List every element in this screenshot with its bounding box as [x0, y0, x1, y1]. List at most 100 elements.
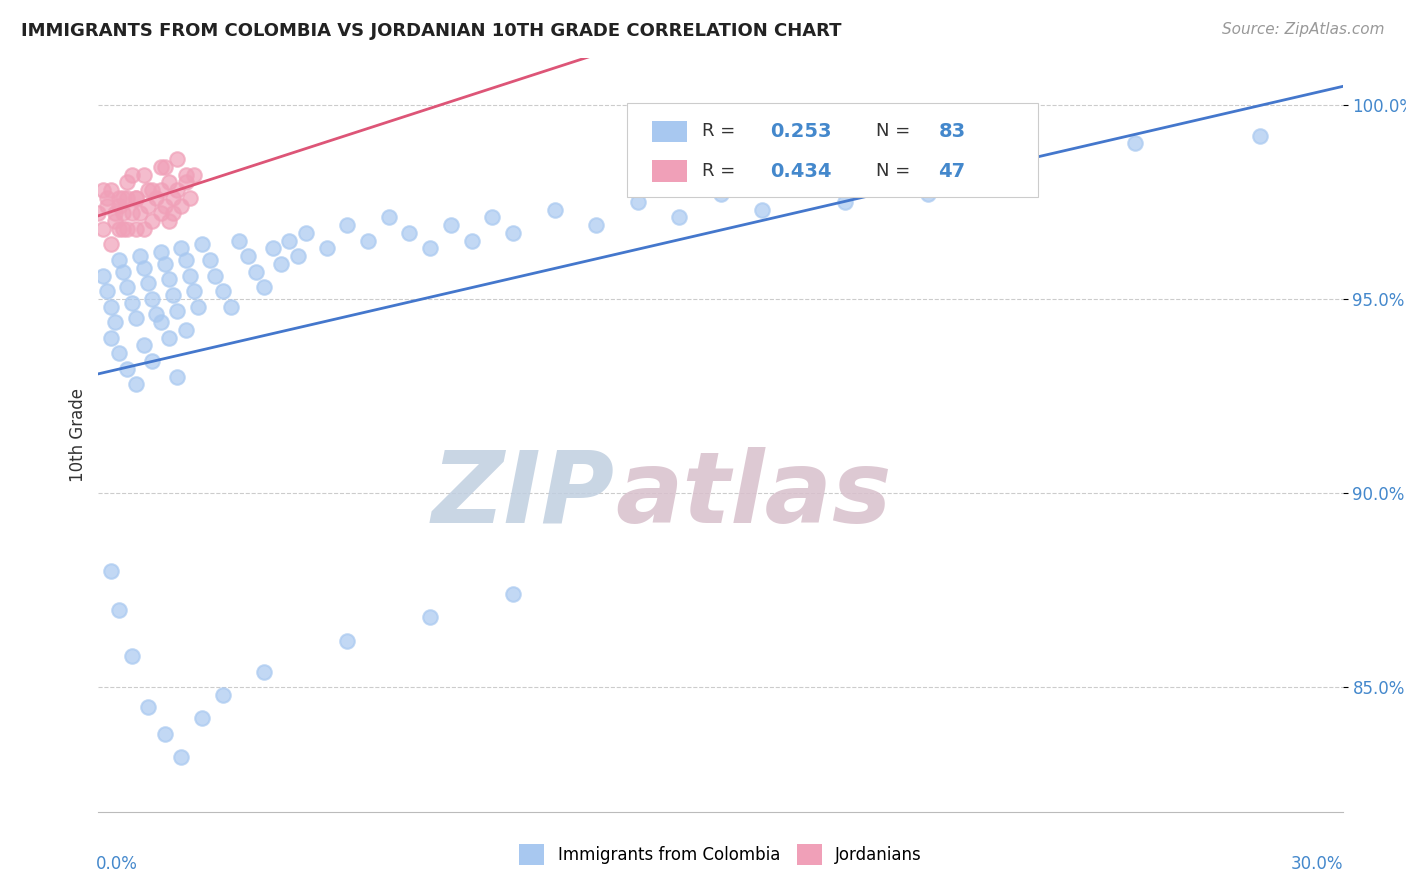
- Point: [121, 168, 143, 182]
- Point: [112, 206, 135, 220]
- Point: [121, 206, 143, 220]
- Point: [149, 315, 172, 329]
- Point: [100, 300, 122, 314]
- Point: [157, 272, 180, 286]
- Point: [100, 331, 122, 345]
- Text: N =: N =: [876, 122, 917, 140]
- Point: [166, 369, 188, 384]
- Point: [136, 277, 159, 291]
- Point: [157, 331, 180, 345]
- Point: [121, 295, 143, 310]
- Point: [157, 214, 180, 228]
- Point: [125, 191, 148, 205]
- Point: [108, 199, 131, 213]
- Point: [112, 191, 135, 205]
- Point: [170, 750, 193, 764]
- Point: [668, 211, 690, 225]
- Point: [96, 191, 118, 205]
- Point: [183, 168, 205, 182]
- Point: [187, 300, 209, 314]
- Point: [1249, 128, 1271, 143]
- Point: [751, 202, 773, 217]
- Bar: [652, 161, 688, 182]
- Point: [108, 252, 131, 267]
- Text: IMMIGRANTS FROM COLOMBIA VS JORDANIAN 10TH GRADE CORRELATION CHART: IMMIGRANTS FROM COLOMBIA VS JORDANIAN 10…: [21, 22, 842, 40]
- Point: [166, 303, 188, 318]
- Point: [179, 268, 201, 283]
- Text: N =: N =: [876, 162, 917, 180]
- Point: [419, 610, 441, 624]
- Point: [129, 249, 152, 263]
- Point: [1000, 163, 1022, 178]
- Point: [108, 346, 131, 360]
- Point: [336, 633, 359, 648]
- Point: [183, 284, 205, 298]
- Point: [174, 252, 197, 267]
- Text: R =: R =: [702, 162, 741, 180]
- Point: [174, 175, 197, 189]
- Point: [104, 214, 127, 228]
- Legend: Immigrants from Colombia, Jordanians: Immigrants from Colombia, Jordanians: [513, 838, 928, 871]
- Point: [112, 265, 135, 279]
- Point: [219, 300, 242, 314]
- Point: [543, 202, 565, 217]
- Point: [132, 222, 155, 236]
- Point: [149, 160, 172, 174]
- Point: [96, 199, 118, 213]
- Point: [162, 206, 184, 220]
- Point: [91, 222, 114, 236]
- Point: [125, 377, 148, 392]
- Text: 0.253: 0.253: [770, 121, 832, 141]
- Text: Source: ZipAtlas.com: Source: ZipAtlas.com: [1222, 22, 1385, 37]
- Point: [262, 241, 284, 255]
- Point: [125, 222, 148, 236]
- FancyBboxPatch shape: [627, 103, 1038, 197]
- Point: [166, 183, 188, 197]
- Point: [100, 183, 122, 197]
- Point: [117, 361, 139, 376]
- Point: [278, 234, 301, 248]
- Text: 30.0%: 30.0%: [1291, 855, 1343, 872]
- Point: [710, 186, 733, 201]
- Text: atlas: atlas: [614, 447, 891, 543]
- Point: [136, 183, 159, 197]
- Point: [117, 191, 139, 205]
- Point: [336, 218, 359, 232]
- Point: [100, 237, 122, 252]
- Point: [170, 199, 193, 213]
- Point: [502, 587, 524, 601]
- Bar: [652, 120, 688, 142]
- Point: [398, 226, 420, 240]
- Point: [117, 222, 139, 236]
- Point: [204, 268, 226, 283]
- Point: [460, 234, 484, 248]
- Point: [253, 280, 276, 294]
- Point: [153, 727, 176, 741]
- Point: [1125, 136, 1147, 151]
- Point: [245, 265, 267, 279]
- Point: [228, 234, 250, 248]
- Text: R =: R =: [702, 122, 741, 140]
- Point: [502, 226, 524, 240]
- Point: [141, 214, 163, 228]
- Point: [129, 206, 152, 220]
- Point: [627, 194, 650, 209]
- Point: [104, 206, 127, 220]
- Point: [191, 237, 214, 252]
- Point: [200, 252, 222, 267]
- Point: [112, 222, 135, 236]
- Text: 0.434: 0.434: [770, 161, 832, 180]
- Point: [162, 288, 184, 302]
- Point: [145, 307, 167, 321]
- Point: [132, 260, 155, 275]
- Point: [211, 284, 233, 298]
- Point: [153, 199, 176, 213]
- Point: [917, 186, 939, 201]
- Point: [117, 280, 139, 294]
- Point: [170, 241, 193, 255]
- Point: [108, 603, 131, 617]
- Point: [108, 191, 131, 205]
- Point: [315, 241, 337, 255]
- Point: [125, 191, 148, 205]
- Point: [270, 257, 292, 271]
